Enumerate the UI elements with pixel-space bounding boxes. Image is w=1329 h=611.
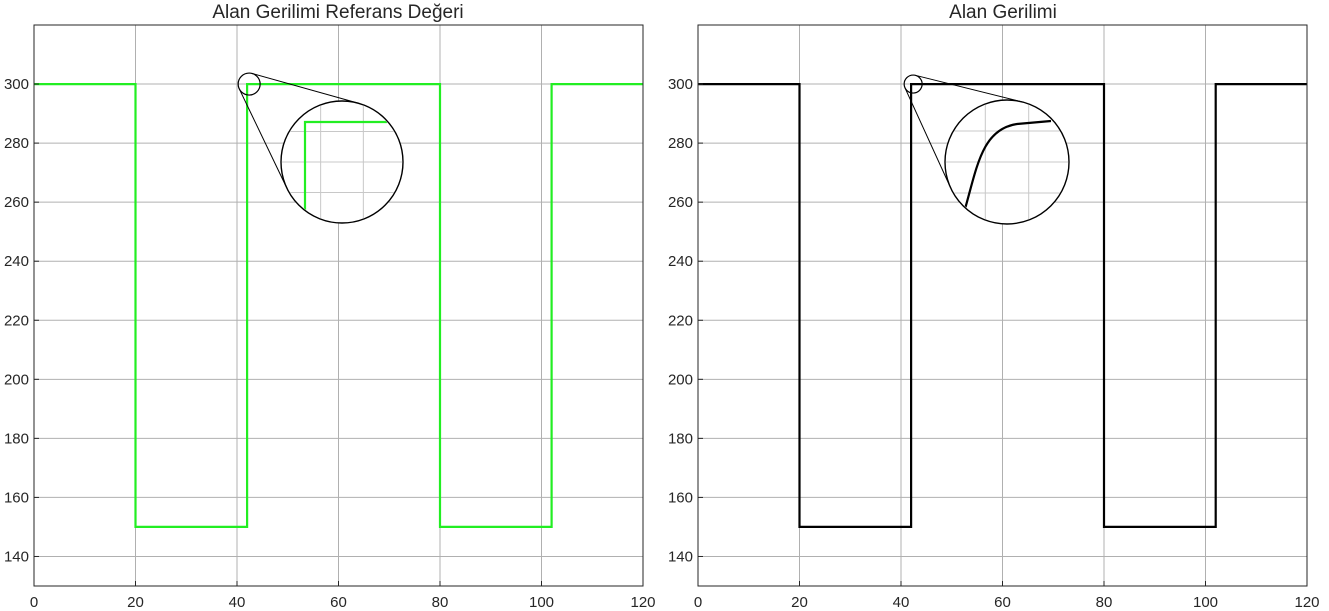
- x-tick-label: 40: [893, 594, 910, 611]
- x-tick-label: 0: [30, 594, 38, 611]
- x-tick-label: 120: [630, 594, 655, 611]
- y-tick-label: 180: [668, 430, 693, 447]
- x-tick-label: 100: [1193, 594, 1218, 611]
- y-tick-label: 140: [4, 548, 29, 565]
- series-line: [698, 82, 1307, 529]
- y-tick-label: 300: [4, 76, 29, 93]
- x-tick-label: 60: [994, 594, 1011, 611]
- x-tick-label: 60: [330, 594, 347, 611]
- y-tick-label: 260: [668, 194, 693, 211]
- y-tick-label: 280: [668, 135, 693, 152]
- y-tick-label: 180: [4, 430, 29, 447]
- y-tick-label: 160: [668, 489, 693, 506]
- chart-panel-left: 0 20 40 60 80 100 120 140 160 180 200 220 240 260 280 3…: [4, 24, 656, 611]
- series-line: [34, 82, 643, 529]
- y-tick-label: 240: [4, 253, 29, 270]
- x-tick-label: 100: [529, 594, 554, 611]
- x-tick-label: 80: [432, 594, 449, 611]
- zoom-inset-border: [280, 100, 404, 224]
- y-tick-label: 220: [668, 312, 693, 329]
- zoom-inset: [903, 74, 1070, 225]
- x-tick-label: 80: [1096, 594, 1113, 611]
- zoom-inset-border: [944, 99, 1070, 225]
- y-tick-label: 300: [668, 76, 693, 93]
- chart-panel-right: 0 20 40 60 80 100 120 140 160 180 200 220 240 260 280 3…: [668, 24, 1320, 611]
- x-tick-label: 0: [694, 594, 702, 611]
- x-tick-label: 40: [229, 594, 246, 611]
- y-tick-label: 260: [4, 194, 29, 211]
- zoom-connector-line: [904, 87, 952, 188]
- chart-title-right: Alan Gerilimi: [949, 2, 1057, 23]
- y-tick-label: 200: [4, 371, 29, 388]
- y-tick-label: 280: [4, 135, 29, 152]
- y-tick-label: 200: [668, 371, 693, 388]
- y-tick-label: 140: [668, 548, 693, 565]
- y-tick-label: 240: [668, 253, 693, 270]
- x-tick-label: 120: [1294, 594, 1319, 611]
- zoom-series-line: [303, 120, 387, 222]
- zoom-connector-line: [238, 88, 288, 189]
- chart-title-left: Alan Gerilimi Referans Değeri: [212, 2, 463, 23]
- zoom-focus-circle: [237, 72, 261, 96]
- x-tick-label: 20: [127, 594, 144, 611]
- y-tick-label: 160: [4, 489, 29, 506]
- y-tick-label: 220: [4, 312, 29, 329]
- zoom-series-line: [963, 119, 1052, 210]
- zoom-focus-circle: [903, 74, 923, 94]
- x-tick-label: 20: [791, 594, 808, 611]
- zoom-connector-line: [251, 72, 359, 104]
- zoom-connector-line: [915, 74, 1023, 103]
- zoom-inset: [237, 72, 404, 224]
- zoom-inset-content: [282, 102, 402, 222]
- zoom-inset-content: [946, 101, 1068, 223]
